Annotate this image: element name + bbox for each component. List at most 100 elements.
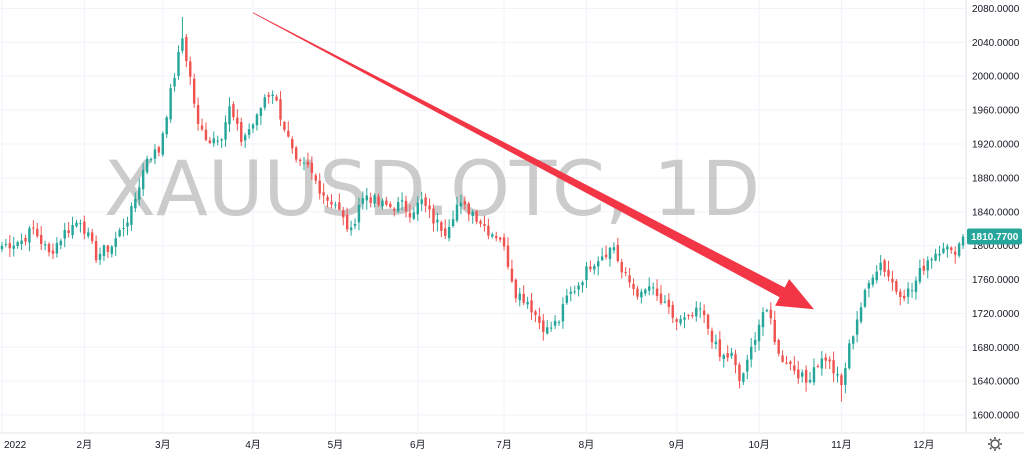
candle	[236, 109, 239, 131]
time-axis[interactable]: 2022 2月 3月 4月 5月 6月 7月 8月 9月 10月 11月 12月	[0, 432, 1024, 451]
candle-body	[800, 372, 804, 377]
candle	[910, 282, 914, 298]
candle-body	[648, 286, 651, 291]
x-tick-label: 3月	[155, 439, 171, 451]
candle-body	[145, 158, 149, 173]
candle-body	[471, 211, 474, 217]
candle	[714, 334, 718, 350]
candle	[883, 258, 886, 277]
candle	[891, 270, 894, 291]
candle	[612, 242, 616, 254]
candle-body	[632, 283, 635, 289]
candle-body	[675, 319, 678, 322]
candle	[240, 117, 243, 146]
candle	[463, 196, 467, 210]
candle-body	[106, 245, 110, 252]
candle-body	[910, 290, 914, 292]
candle	[644, 288, 647, 297]
candle-body	[483, 224, 486, 226]
candle	[961, 234, 965, 249]
candle-body	[785, 362, 788, 364]
candle	[506, 237, 510, 270]
candle-body	[310, 162, 314, 173]
candle	[491, 232, 494, 239]
candle	[177, 45, 180, 80]
candle	[824, 353, 827, 369]
candle-body	[71, 225, 74, 236]
candle	[648, 277, 651, 296]
candle-body	[275, 96, 278, 101]
candle-body	[612, 247, 616, 251]
candle-body	[118, 230, 121, 237]
candle	[667, 293, 671, 315]
candle	[483, 215, 486, 232]
candle-body	[94, 241, 98, 261]
candle-body	[906, 288, 910, 297]
candle-body	[616, 244, 620, 262]
candle-body	[475, 210, 478, 222]
candle-body	[600, 256, 604, 261]
candle-body	[432, 208, 435, 224]
trend-arrow[interactable]	[252, 12, 815, 310]
candle	[440, 220, 443, 238]
y-tick-label: 1880.0000	[972, 173, 1020, 184]
candle	[389, 201, 392, 209]
candle-body	[8, 243, 12, 249]
gear-icon[interactable]	[990, 439, 1000, 449]
candle-body	[157, 147, 161, 153]
candle-body	[498, 237, 502, 240]
price-axis[interactable]: 1600.0000 1640.0000 1680.0000 1720.0000 1760…	[965, 0, 1020, 432]
candle	[451, 210, 455, 228]
candle-body	[569, 291, 572, 294]
candle-body	[63, 230, 66, 239]
candle-body	[330, 201, 333, 205]
candle-body	[793, 365, 796, 371]
arrow-shape[interactable]	[252, 12, 815, 310]
candle	[475, 210, 478, 225]
x-tick-label: 7月	[496, 439, 512, 451]
candle-body	[102, 245, 106, 257]
candle	[47, 242, 51, 257]
candle-body	[581, 282, 584, 286]
candle-body	[514, 279, 518, 299]
candle	[314, 173, 317, 185]
x-tick-label: 11月	[831, 439, 851, 451]
candle-body	[698, 308, 702, 310]
candle	[600, 247, 604, 262]
candle	[59, 238, 63, 250]
candle-body	[165, 117, 168, 135]
candle-body	[353, 223, 357, 226]
candle-body	[177, 51, 180, 76]
candle-body	[294, 147, 298, 160]
candle-body	[342, 210, 345, 218]
candle-body	[557, 322, 561, 324]
candle	[867, 280, 871, 298]
candle	[153, 144, 157, 165]
candle	[271, 90, 274, 105]
candle-body	[718, 339, 722, 357]
candle	[365, 188, 368, 210]
gear-teeth	[988, 437, 1002, 451]
candle	[43, 240, 47, 251]
candle	[655, 279, 659, 301]
candle-body	[4, 243, 8, 245]
candle	[581, 280, 584, 293]
candle-body	[510, 268, 514, 282]
candle	[83, 215, 86, 240]
candle	[302, 156, 306, 171]
candle	[447, 219, 451, 242]
candle	[871, 274, 875, 288]
candle-body	[777, 340, 780, 354]
chart-settings-button[interactable]	[988, 437, 1002, 451]
candle-body	[373, 195, 376, 204]
candle-body	[185, 37, 188, 62]
candle	[914, 276, 918, 300]
candle	[87, 227, 90, 239]
candle-body	[134, 198, 137, 209]
candle-body	[90, 232, 94, 242]
candle	[518, 287, 521, 307]
candle-body	[573, 291, 576, 293]
candle-body	[679, 318, 682, 324]
